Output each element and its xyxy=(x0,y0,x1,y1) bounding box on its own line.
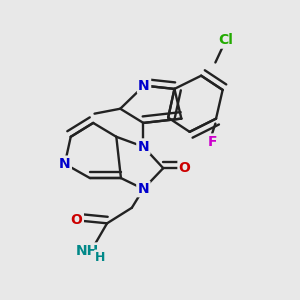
Text: N: N xyxy=(59,157,70,171)
Text: F: F xyxy=(208,135,218,149)
Text: Cl: Cl xyxy=(218,33,233,47)
Text: NH: NH xyxy=(76,244,99,258)
Text: H: H xyxy=(95,251,106,264)
Text: O: O xyxy=(179,161,190,175)
Text: N: N xyxy=(138,79,150,93)
Text: N: N xyxy=(138,182,149,196)
Text: N: N xyxy=(138,140,149,154)
Text: O: O xyxy=(71,213,82,227)
